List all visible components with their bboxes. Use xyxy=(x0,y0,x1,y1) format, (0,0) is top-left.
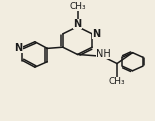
Text: N: N xyxy=(15,43,23,53)
Text: NH: NH xyxy=(96,49,111,59)
Text: CH₃: CH₃ xyxy=(109,77,125,86)
Text: N: N xyxy=(92,29,100,39)
Text: CH₃: CH₃ xyxy=(69,2,86,11)
Text: N: N xyxy=(73,19,82,29)
